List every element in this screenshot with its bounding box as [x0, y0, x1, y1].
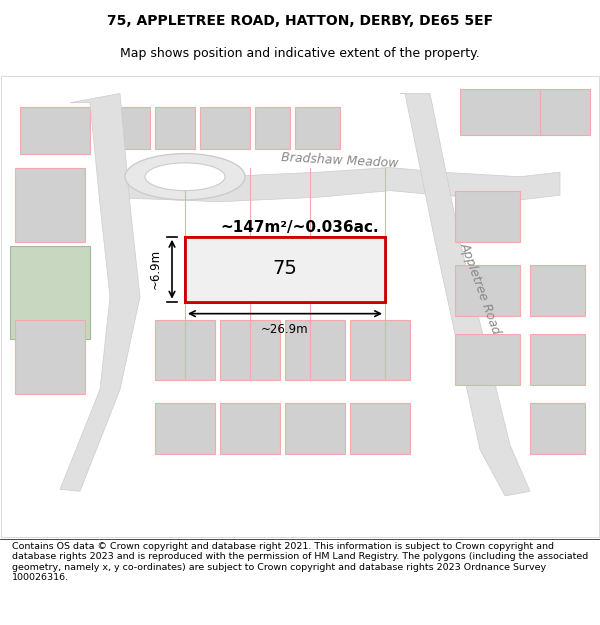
Text: ~6.9m: ~6.9m [149, 249, 162, 289]
Bar [350, 403, 410, 454]
Bar [350, 320, 410, 380]
Bar [15, 168, 85, 241]
Bar [460, 89, 540, 135]
Bar [185, 237, 385, 302]
Text: 75, APPLETREE ROAD, HATTON, DERBY, DE65 5EF: 75, APPLETREE ROAD, HATTON, DERBY, DE65 … [107, 14, 493, 28]
Bar [530, 264, 585, 316]
Text: Appletree Road: Appletree Road [457, 240, 503, 336]
Bar [455, 334, 520, 385]
Bar [10, 246, 90, 339]
Bar [285, 320, 345, 380]
Text: ~147m²/~0.036ac.: ~147m²/~0.036ac. [221, 220, 379, 235]
Bar [95, 107, 150, 149]
Ellipse shape [145, 163, 225, 191]
Bar [155, 403, 215, 454]
Polygon shape [100, 168, 560, 202]
Ellipse shape [125, 154, 245, 200]
Text: Contains OS data © Crown copyright and database right 2021. This information is : Contains OS data © Crown copyright and d… [12, 542, 588, 582]
Bar [220, 320, 280, 380]
Bar [20, 107, 90, 154]
Bar [530, 334, 585, 385]
Bar [455, 191, 520, 241]
Text: 75: 75 [272, 259, 298, 278]
Bar [185, 237, 385, 302]
Polygon shape [400, 94, 530, 496]
Text: Map shows position and indicative extent of the property.: Map shows position and indicative extent… [120, 48, 480, 61]
Bar [255, 107, 290, 149]
Bar [530, 403, 585, 454]
Bar [220, 403, 280, 454]
Text: ~26.9m: ~26.9m [261, 323, 309, 336]
Polygon shape [60, 94, 140, 491]
Bar [155, 320, 215, 380]
Text: Bradshaw Meadow: Bradshaw Meadow [281, 151, 399, 169]
Bar [295, 107, 340, 149]
Bar [155, 107, 195, 149]
Bar [540, 89, 590, 135]
Bar [200, 107, 250, 149]
Bar [285, 403, 345, 454]
Bar [15, 320, 85, 394]
Bar [455, 264, 520, 316]
